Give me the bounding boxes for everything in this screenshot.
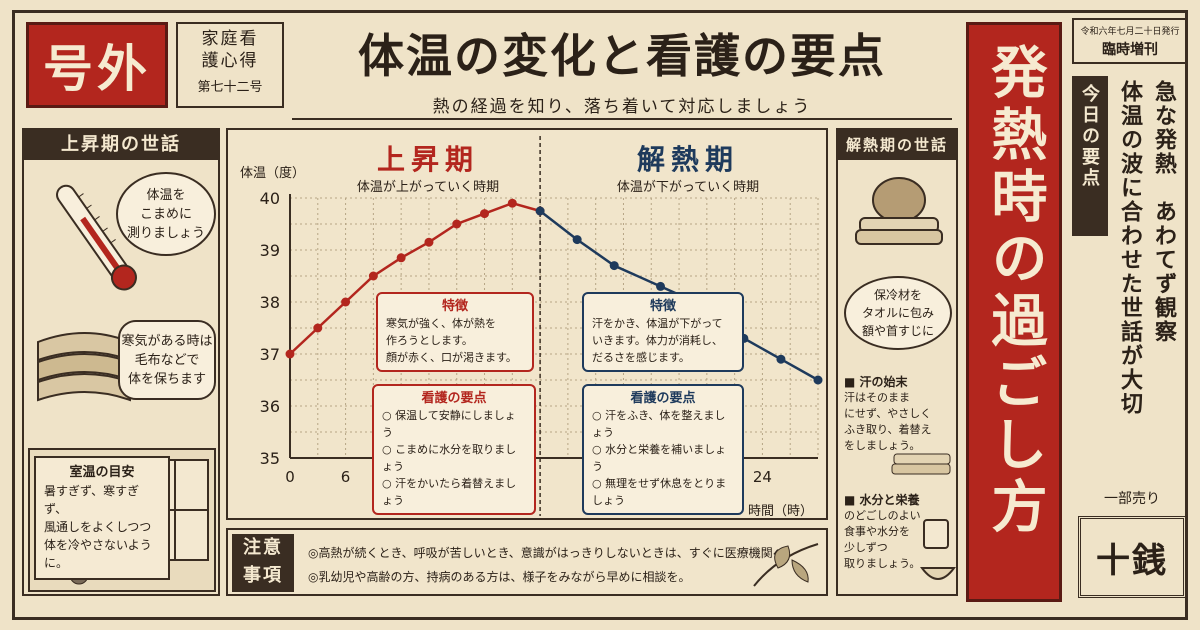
points-line2: 体温の波に合わせた世話が大切 [1117,80,1142,416]
gogai-stamp: 号外 [26,22,168,108]
issue-number: 第七十二号 [197,80,263,95]
data-point [507,198,517,208]
x-tick-label: 24 [753,468,772,486]
rise-feature-box: 特徴 寒気が強く、体が熱を 作ろうとします。 顔が赤く、口が渇きます。 [376,292,534,372]
date-box: 令和六年七月二十日発行 臨時増刊 [1072,18,1188,64]
big-title-banner: 発熱時の過ごし方 [966,22,1062,602]
price-box: 十銭 [1078,516,1186,598]
data-point [313,323,323,333]
y-tick-label: 40 [260,189,280,208]
cup-and-bowl-icon [920,519,956,580]
thermometer-icon [56,184,137,291]
data-point [341,297,351,307]
issue-box: 家庭看 護心得 第七十二号 [176,22,284,108]
sweat-note: ■ 汗の始末 汗はそのまま にせず、やさしく ふき取り、着替え をしましょう。 [844,375,932,452]
data-point [452,219,462,229]
towel-pack-icon [855,177,943,245]
fall-care-box: 看護の要点 ○ 汗をふき、体を整えましょう ○ 水分と栄養を補いましょう ○ 無… [582,384,744,515]
fall-title: 解熱期 [636,143,739,176]
price-label: 一部売り [1104,491,1160,507]
rise-subtitle: 体温が上がっていく時期 [356,180,500,195]
title-rule [292,118,952,120]
issue-line2: 護心得 [201,51,259,71]
issue-line1: 家庭看 [201,29,259,49]
page-title: 体温の変化と看護の要点 [358,29,886,83]
data-point [368,271,378,281]
right-heading: 解熱期の世話 [838,130,956,160]
big-title: 発熱時の過ごし方 [982,43,1047,539]
y-tick-label: 36 [260,397,280,416]
data-point [396,253,406,263]
fall-subtitle: 体温が下がっていく時期 [616,180,760,195]
x-tick-label: 6 [341,468,351,486]
data-point [424,237,434,247]
food-note: ■ 水分と栄養 のどごしのよい 食事や水分を 少しずつ 取りましょう。 [844,493,921,570]
caution-line1: ◎高熱が続くとき、呼吸が苦しいとき、意識がはっきりしないときは、すぐに医療機関へ… [308,546,797,560]
today-label-box: 今日の要点 [1072,76,1108,236]
bubble-blanket: 寒気がある時は 毛布などで 体を保ちます [118,320,216,400]
y-tick-label: 35 [260,449,280,468]
caution-line2: ◎乳幼児や高齢の方、持病のある方は、様子をみながら早めに相談を。 [308,570,691,584]
rise-title: 上昇期 [376,143,479,176]
room-panel: 室温の目安 暑すぎず、寒すぎず、 風通しをよくしつつ 体を冷やさないように。 [28,448,216,592]
y-tick-label: 37 [260,345,280,364]
rise-care-box: 看護の要点 ○ 保温して安静にしましょう ○ こまめに水分を取りましょう ○ 汗… [372,384,536,515]
left-heading: 上昇期の世話 [24,130,218,160]
data-point [813,375,823,385]
data-point [656,281,666,291]
data-point [572,235,582,245]
fall-feature-box: 特徴 汗をかき、体温が下がって いきます。体力が消耗し、 だるさを感じます。 [582,292,744,372]
left-column: 上昇期の世話 体温を こまめに 測りましょう 寒気がある時は 毛布などで 体を保ちます [22,128,220,596]
data-point [535,206,545,216]
y-tick-label: 39 [260,241,280,260]
x-axis-label: 時間（時） [748,504,814,519]
folded-towel-icon [891,453,951,475]
x-tick-label: 0 [285,468,295,486]
caution-label: 注意 事項 [232,534,294,592]
bubble-cool: 保冷材を タオルに包み 額や首すじに [844,276,952,350]
points-line1: 急な発熱 あわてず観察 [1151,80,1176,344]
room-note: 室温の目安 暑すぎず、寒すぎず、 風通しをよくしつつ 体を冷やさないように。 [34,456,170,580]
data-point [285,349,295,359]
y-axis-label: 体温（度） [240,166,306,181]
data-point [480,209,490,219]
outer-frame [12,10,1188,620]
series-line-0 [289,201,541,355]
y-tick-label: 38 [260,293,280,312]
page-subtitle: 熱の経過を知り、落ち着いて対応しましょう [432,97,812,117]
leaf-icon [753,543,819,587]
bubble-measure: 体温を こまめに 測りましょう [116,172,216,256]
data-point [776,354,786,364]
gogai-text: 号外 [43,40,151,98]
right-column: 解熱期の世話 保冷材を タオルに包み 額や首すじに ■ 汗の始末 汗はそのまま にせ… [836,128,958,596]
temperature-chart: 403938373635061218246121824 体温（度） 時間（時） … [226,128,828,520]
caution-panel: 注意 事項 ◎高熱が続くとき、呼吸が苦しいとき、意識がはっきりしないときは、すぐに… [226,528,828,596]
data-point [609,261,619,271]
